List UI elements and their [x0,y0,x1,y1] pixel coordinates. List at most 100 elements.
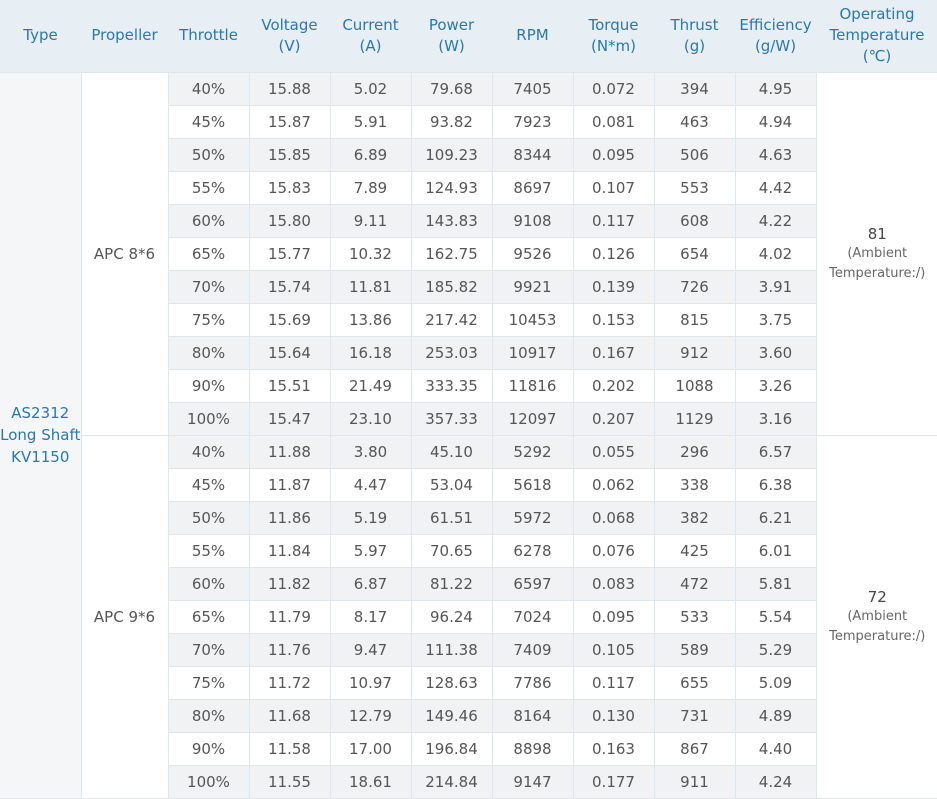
throttle-cell: 40% [167,434,250,469]
power-cell: 333.35 [410,368,493,403]
header-propeller: Propeller [91,26,158,45]
torque-cell: 0.163 [572,731,655,766]
table-row: 60% 15.80 9.11 143.83 9108 0.117 608 4.22 [0,203,937,238]
thrust-cell: 1129 [653,401,736,436]
voltage-cell: 15.85 [248,137,331,172]
table-row: 75% 11.72 10.97 128.63 7786 0.117 655 5.09 [0,665,937,700]
rpm-cell: 10917 [491,335,574,370]
thrust-cell: 382 [653,500,736,535]
header-thrust: Thrust (g) [654,0,735,72]
torque-cell: 0.207 [572,401,655,436]
table-row: 70% 11.76 9.47 111.38 7409 0.105 589 5.29 [0,632,937,667]
rpm-cell: 9526 [491,236,574,271]
table-row: 100% 15.47 23.10 357.33 12097 0.207 1129 3.16 [0,401,937,436]
current-cell: 10.97 [329,665,412,700]
throttle-cell: 70% [167,269,250,304]
header-torque-unit: (N*m) [590,36,637,55]
motor-type-line: KV1150 [11,448,70,466]
header-voltage: Voltage (V) [249,0,330,72]
current-cell: 16.18 [329,335,412,370]
ambient-temperature-note: Temperature:/) [829,628,926,644]
efficiency-cell: 5.09 [734,665,817,700]
throttle-cell: 75% [167,665,250,700]
motor-type-line: AS2312 [11,404,70,422]
power-cell: 128.63 [410,665,493,700]
rpm-cell: 6597 [491,566,574,601]
power-cell: 217.42 [410,302,493,337]
table-row: 80% 15.64 16.18 253.03 10917 0.167 912 3.60 [0,335,937,370]
torque-cell: 0.105 [572,632,655,667]
torque-cell: 0.126 [572,236,655,271]
voltage-cell: 11.72 [248,665,331,700]
throttle-cell: 55% [167,170,250,205]
power-cell: 53.04 [410,467,493,502]
throttle-cell: 45% [167,104,250,139]
rpm-cell: 5618 [491,467,574,502]
table-row: 45% 11.87 4.47 53.04 5618 0.062 338 6.38 [0,467,937,502]
ambient-temperature-note: Temperature:/) [829,265,926,281]
torque-cell: 0.177 [572,764,655,799]
efficiency-cell: 5.29 [734,632,817,667]
rpm-cell: 6278 [491,533,574,568]
thrust-cell: 608 [653,203,736,238]
thrust-cell: 425 [653,533,736,568]
current-cell: 6.89 [329,137,412,172]
header-power: Power (W) [411,0,492,72]
rpm-cell: 8344 [491,137,574,172]
efficiency-cell: 6.38 [734,467,817,502]
power-cell: 124.93 [410,170,493,205]
thrust-cell: 815 [653,302,736,337]
thrust-cell: 463 [653,104,736,139]
current-cell: 9.11 [329,203,412,238]
power-cell: 185.82 [410,269,493,304]
voltage-cell: 15.88 [248,71,331,106]
rpm-cell: 8164 [491,698,574,733]
efficiency-cell: 6.01 [734,533,817,568]
current-cell: 5.97 [329,533,412,568]
table-row: 90% 15.51 21.49 333.35 11816 0.202 1088 3.26 [0,368,937,403]
voltage-cell: 11.87 [248,467,331,502]
header-efficiency: Efficiency (g/W) [735,0,816,72]
header-current: Current (A) [330,0,411,72]
torque-cell: 0.202 [572,368,655,403]
efficiency-cell: 6.21 [734,500,817,535]
rpm-cell: 7405 [491,71,574,106]
thrust-cell: 553 [653,170,736,205]
thrust-cell: 731 [653,698,736,733]
current-cell: 12.79 [329,698,412,733]
voltage-cell: 11.82 [248,566,331,601]
header-current-unit: (A) [359,36,382,55]
voltage-cell: 15.47 [248,401,331,436]
table-row: 60% 11.82 6.87 81.22 6597 0.083 472 5.81 [0,566,937,601]
table-row: 65% 11.79 8.17 96.24 7024 0.095 533 5.54 [0,599,937,634]
efficiency-cell: 5.81 [734,566,817,601]
throttle-cell: 60% [167,203,250,238]
header-efficiency-unit: (g/W) [754,36,797,55]
rpm-cell: 8898 [491,731,574,766]
efficiency-cell: 4.89 [734,698,817,733]
throttle-cell: 40% [167,71,250,106]
voltage-cell: 11.86 [248,500,331,535]
current-cell: 9.47 [329,632,412,667]
thrust-cell: 533 [653,599,736,634]
current-cell: 23.10 [329,401,412,436]
thrust-cell: 296 [653,434,736,469]
torque-cell: 0.095 [572,599,655,634]
efficiency-cell: 4.63 [734,137,817,172]
power-cell: 149.46 [410,698,493,733]
throttle-cell: 75% [167,302,250,337]
torque-cell: 0.076 [572,533,655,568]
rpm-cell: 5972 [491,500,574,535]
torque-cell: 0.117 [572,665,655,700]
table-row: 45% 15.87 5.91 93.82 7923 0.081 463 4.94 [0,104,937,139]
throttle-cell: 80% [167,335,250,370]
throttle-cell: 100% [167,401,250,436]
table-body: AS2312 Long Shaft KV1150 APC 8*6 40% 15.88 5.0… [0,71,937,799]
header-throttle: Throttle [179,26,238,45]
header-power-unit: (W) [438,36,465,55]
header-temperature-line2: Temperature [829,26,925,45]
torque-cell: 0.117 [572,203,655,238]
ambient-temperature-note: (Ambient [847,608,908,624]
efficiency-cell: 4.24 [734,764,817,799]
